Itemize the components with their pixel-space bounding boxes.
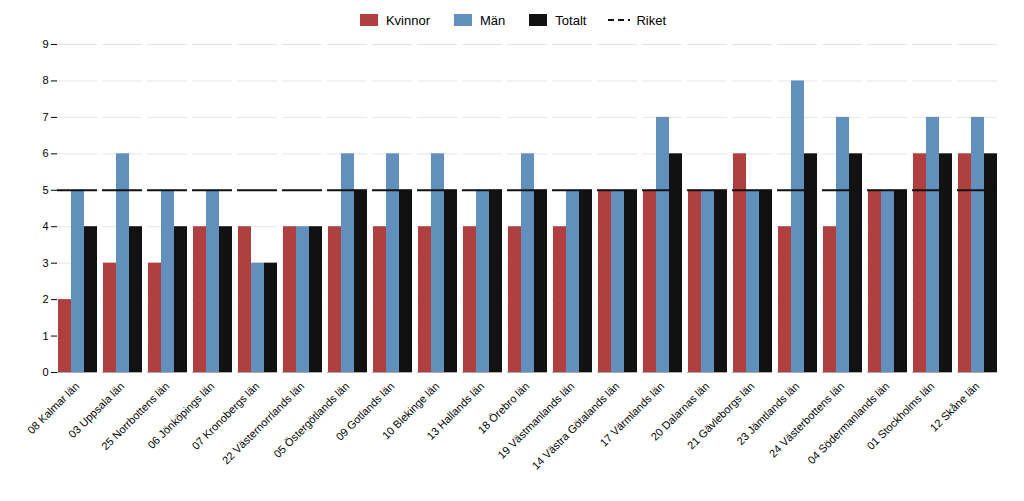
svg-text:9: 9 <box>42 38 48 50</box>
svg-text:1: 1 <box>42 330 48 342</box>
svg-text:03 Uppsala län: 03 Uppsala län <box>66 379 127 441</box>
html-text:Totalt: Totalt <box>555 12 587 28</box>
svg-text:6: 6 <box>42 147 48 159</box>
svg-text:19 Västmanlands län: 19 Västmanlands län <box>495 380 576 461</box>
svg-text:4: 4 <box>42 220 48 232</box>
svg-text:22 Västernorrlands län: 22 Västernorrlands län <box>220 380 307 467</box>
svg-text:5: 5 <box>42 184 48 196</box>
svg-text:21 Gävleborgs län: 21 Gävleborgs län <box>684 379 757 452</box>
svg-text:0: 0 <box>42 366 48 378</box>
svg-text:18 Örebro län: 18 Örebro län <box>475 379 532 436</box>
svg-text:09 Gotlands län: 09 Gotlands län <box>333 379 397 443</box>
svg-text:05 Östergötlands län: 05 Östergötlands län <box>271 380 351 460</box>
svg-text:2: 2 <box>42 293 48 305</box>
svg-text:8: 8 <box>42 74 48 86</box>
svg-text:20 Dalarnas län: 20 Dalarnas län <box>648 379 712 443</box>
svg-text:14 Västra Götalands län: 14 Västra Götalands län <box>529 380 621 472</box>
svg-text:24 Västerbottens län: 24 Västerbottens län <box>767 380 847 460</box>
svg-text:3: 3 <box>42 257 48 269</box>
svg-text:01 Stockholms län: 01 Stockholms län <box>864 380 936 452</box>
svg-text:25 Norrbottens län: 25 Norrbottens län <box>98 379 172 453</box>
html-text:Kvinnor: Kvinnor <box>386 12 430 28</box>
svg-text:08 Kalmar län: 08 Kalmar län <box>24 379 82 437</box>
html-text:Riket: Riket <box>636 12 666 28</box>
svg-text:07 Kronobergs län: 07 Kronobergs län <box>189 379 262 452</box>
html-text:Män: Män <box>480 12 506 28</box>
svg-text:10 Blekinge län: 10 Blekinge län <box>379 379 442 442</box>
svg-text:23 Jämtlands län: 23 Jämtlands län <box>734 379 802 447</box>
svg-text:12 Skåne län: 12 Skåne län <box>928 380 982 434</box>
svg-text:04 Södermanlands län: 04 Södermanlands län <box>805 380 891 466</box>
svg-text:7: 7 <box>42 111 48 123</box>
svg-text:13 Hallands län: 13 Hallands län <box>424 380 486 442</box>
svg-text:06 Jönköpings län: 06 Jönköpings län <box>145 379 217 451</box>
svg-text:17 Värmlands län: 17 Värmlands län <box>597 379 667 449</box>
